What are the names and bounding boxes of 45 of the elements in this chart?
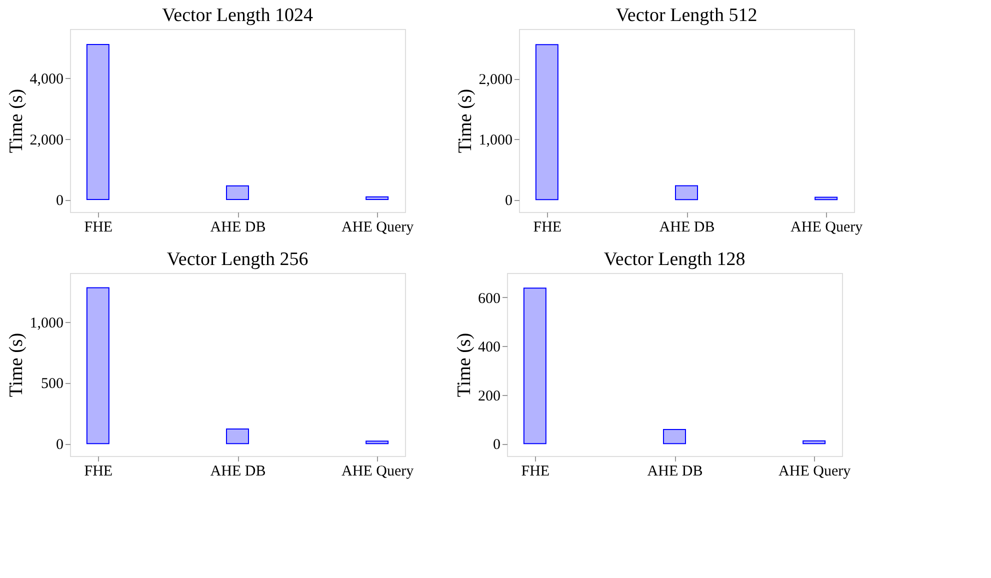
y-tick-label: 1,000 [478,132,512,149]
y-tick-label: 0 [56,437,64,454]
chart-title: Vector Length 256 [166,249,308,270]
y-tick-label: 4,000 [30,72,64,88]
y-tick-label: 2,000 [30,132,64,148]
bar [663,428,686,444]
x-tick-label: FHE [521,464,550,480]
bar [535,44,558,200]
y-tick-label: 0 [56,193,64,210]
y-tick-label: 500 [41,376,64,392]
x-tick-label: AHE DB [659,220,715,236]
y-tick-label: 0 [493,437,500,454]
bar [226,185,249,200]
x-tick-label: AHE Query [342,464,414,480]
x-tick-label: FHE [84,464,113,480]
x-tick-label: FHE [84,220,113,236]
y-tick-label: 2,000 [478,72,512,88]
x-tick-label: FHE [533,220,562,236]
x-tick-label: AHE Query [790,220,864,236]
y-axis-title: Time (s) [6,88,27,154]
x-tick-label: AHE DB [210,464,266,480]
chart-title: Vector Length 1024 [162,5,314,26]
bar [366,196,389,200]
x-tick-label: AHE DB [210,220,266,236]
chart-title: Vector Length 512 [616,5,758,26]
y-axis-title: Time (s) [454,88,476,154]
bar [802,440,826,444]
bar [226,428,249,444]
y-tick-label: 200 [478,388,500,404]
bar [86,287,110,444]
bar [814,196,838,200]
y-tick-label: 0 [505,193,512,210]
bar [675,185,698,200]
bar [523,288,546,444]
x-tick-label: AHE Query [342,220,414,236]
x-tick-label: AHE Query [778,464,852,480]
y-tick-label: 400 [478,340,500,356]
y-tick-label: 600 [478,290,500,307]
bar [366,440,389,444]
x-tick-label: AHE DB [647,464,703,480]
bar [86,44,110,200]
y-axis-title: Time (s) [454,332,475,398]
y-axis-title: Time (s) [6,332,27,398]
y-tick-label: 1,000 [30,315,64,332]
chart-title: Vector Length 128 [604,249,746,270]
